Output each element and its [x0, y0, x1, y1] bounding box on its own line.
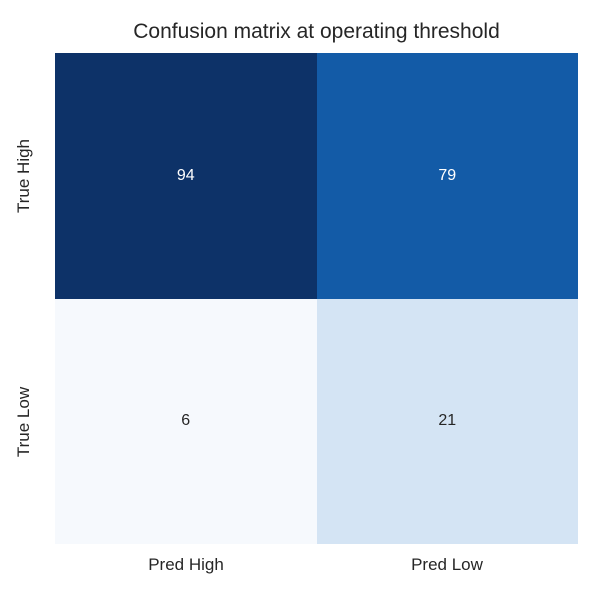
- cell-value: 94: [176, 166, 195, 184]
- y-tick-label-true-high: True High: [0, 53, 48, 298]
- y-tick-label-text: True High: [14, 138, 34, 213]
- cell-value: 6: [181, 412, 191, 430]
- heatmap-cell-true-high-pred-low: 79: [316, 53, 578, 299]
- cell-value: 79: [438, 166, 457, 184]
- cell-value: 21: [438, 412, 457, 430]
- y-tick-label-text: True Low: [14, 386, 34, 457]
- y-tick-label-true-low: True Low: [0, 299, 48, 544]
- chart-title: Confusion matrix at operating threshold: [133, 20, 500, 43]
- x-tick-label-pred-high: Pred High: [148, 555, 224, 574]
- x-tick-label-pred-low: Pred Low: [411, 555, 483, 574]
- heatmap-cell-true-low-pred-high: 6: [55, 298, 317, 544]
- heatmap-cell-true-high-pred-high: 94: [55, 53, 317, 299]
- heatmap-cell-true-low-pred-low: 21: [316, 298, 578, 544]
- heatmap-grid: 94 79 6 21: [55, 53, 578, 544]
